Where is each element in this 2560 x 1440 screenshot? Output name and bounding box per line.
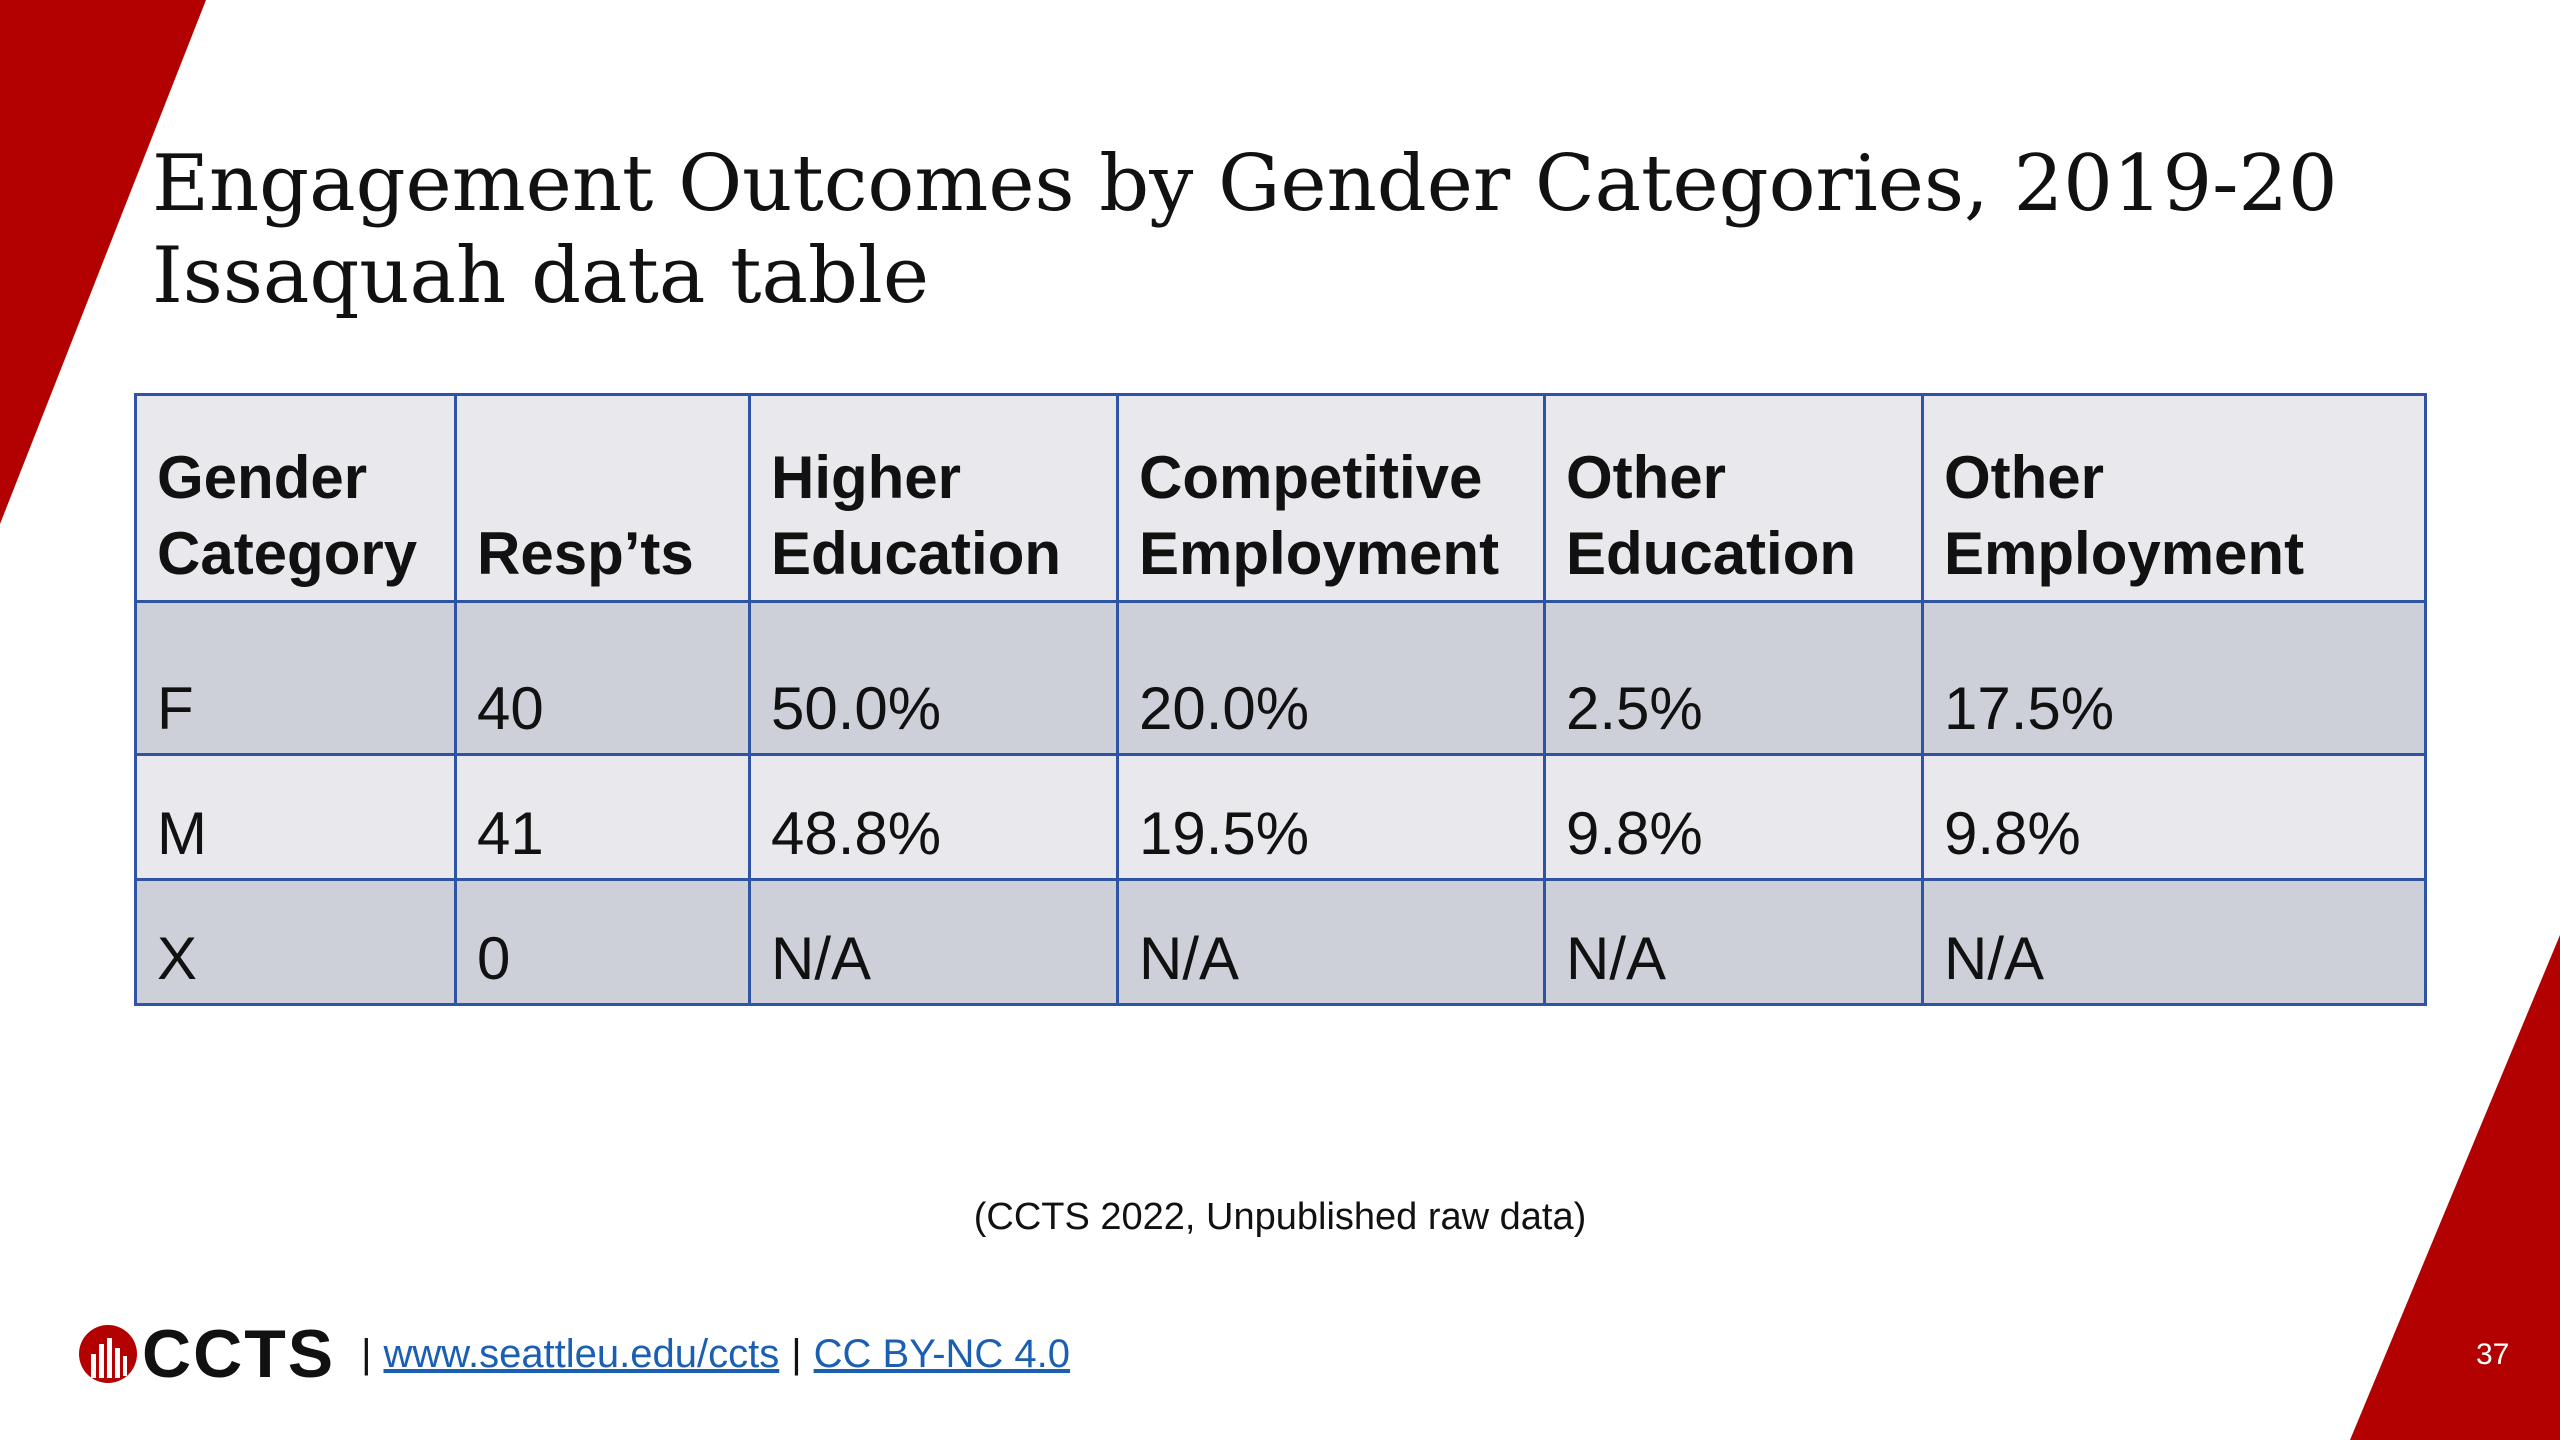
- cell-other-education: N/A: [1543, 878, 1924, 1006]
- outcomes-table: Gender Category Resp’ts Higher Education C…: [134, 393, 2427, 1006]
- bottom-right-wedge-shape: [2350, 935, 2560, 1440]
- cell-other-education: 9.8%: [1543, 753, 1924, 881]
- ccts-logo-text: CCTS: [142, 1316, 336, 1392]
- cell-competitive-employment: 19.5%: [1116, 753, 1546, 881]
- slide-number: 37: [2476, 1338, 2510, 1371]
- cell-gender: M: [134, 753, 457, 881]
- cell-competitive-employment: N/A: [1116, 878, 1546, 1006]
- cell-other-employment: 9.8%: [1921, 753, 2427, 881]
- cell-other-employment: N/A: [1921, 878, 2427, 1006]
- header-higher-education: Higher Education: [748, 393, 1119, 603]
- title-line-1: Engagement Outcomes by Gender Categories…: [152, 139, 2338, 229]
- header-gender-category: Gender Category: [134, 393, 457, 603]
- title-line-2: Issaquah data table: [152, 231, 930, 321]
- cell-respondents: 0: [454, 878, 751, 1006]
- slide-title: Engagement Outcomes by Gender Categories…: [152, 138, 2452, 322]
- license-link[interactable]: CC BY-NC 4.0: [813, 1331, 1071, 1376]
- header-other-employment: Other Employment: [1921, 393, 2427, 603]
- cell-competitive-employment: 20.0%: [1116, 600, 1546, 756]
- table-row: M 41 48.8% 19.5% 9.8% 9.8%: [134, 753, 2427, 881]
- cell-respondents: 41: [454, 753, 751, 881]
- ccts-logo: CCTS: [78, 1315, 335, 1393]
- ccts-logo-icon: [79, 1325, 137, 1383]
- table-row: F 40 50.0% 20.0% 2.5% 17.5%: [134, 600, 2427, 756]
- cell-gender: F: [134, 600, 457, 756]
- table-header-row: Gender Category Resp’ts Higher Education C…: [134, 393, 2427, 603]
- cell-higher-education: 48.8%: [748, 753, 1119, 881]
- seattleu-link[interactable]: www.seattleu.edu/ccts: [383, 1331, 780, 1376]
- cell-other-employment: 17.5%: [1921, 600, 2427, 756]
- citation: (CCTS 2022, Unpublished raw data): [973, 1196, 1587, 1238]
- cell-respondents: 40: [454, 600, 751, 756]
- header-competitive-employment: Competitive Employment: [1116, 393, 1546, 603]
- header-respondents: Resp’ts: [454, 393, 751, 603]
- top-left-wedge-shape: [0, 0, 206, 524]
- cell-higher-education: N/A: [748, 878, 1119, 1006]
- cell-other-education: 2.5%: [1543, 600, 1924, 756]
- footer-separator: |: [791, 1331, 802, 1376]
- footer: CCTS | www.seattleu.edu/ccts | CC BY-NC …: [78, 1315, 1071, 1393]
- table-row: X 0 N/A N/A N/A N/A: [134, 878, 2427, 1006]
- footer-separator: |: [361, 1331, 372, 1376]
- cell-gender: X: [134, 878, 457, 1006]
- header-other-education: Other Education: [1543, 393, 1924, 603]
- cell-higher-education: 50.0%: [748, 600, 1119, 756]
